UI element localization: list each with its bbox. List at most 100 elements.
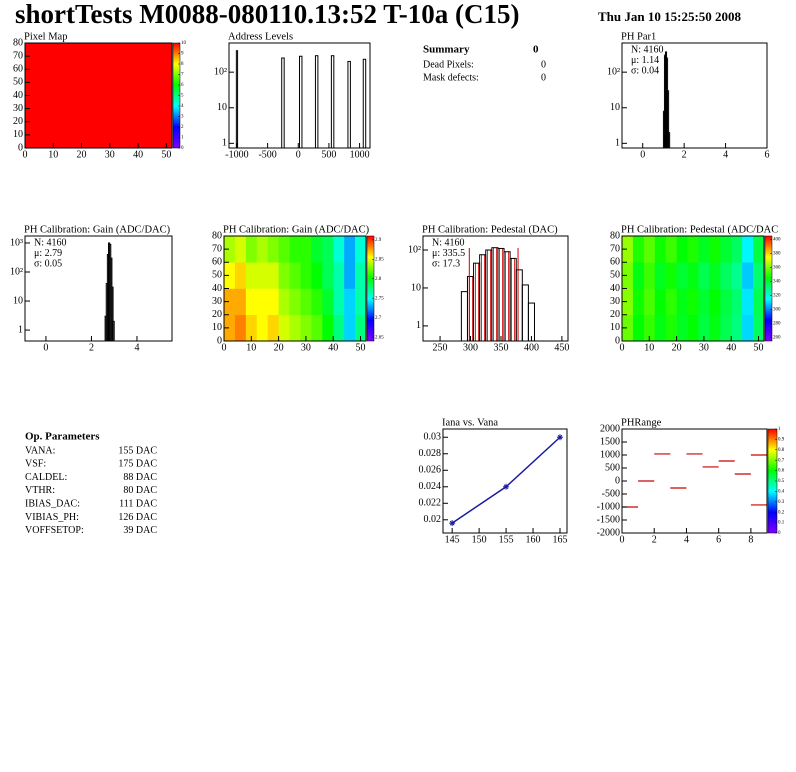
z-tick-label: 7 (181, 73, 184, 78)
panel: Iana vs. Vana 145 150 155 160 165 0.02 0.022 0.0… (419, 417, 568, 545)
x-tick-label: 6 (716, 534, 721, 545)
frame (442, 428, 568, 534)
heatmap-cell (300, 314, 312, 342)
z-tick-label: 0.7 (778, 458, 785, 463)
z-tick-label: 0.9 (778, 438, 785, 443)
x-tick-label: 0 (296, 149, 301, 160)
x-tick-label: 20 (77, 149, 87, 160)
heatmap-cell (654, 288, 666, 316)
param-value: 126 DAC (118, 512, 157, 523)
x-tick-label: 2 (89, 342, 94, 353)
heatmap-cell (632, 262, 645, 289)
heatmap-cell (676, 288, 688, 316)
x-tick-label: 20 (274, 342, 284, 353)
stats-text: μ: 1.14 (631, 55, 659, 66)
x-tick-label: 0 (43, 342, 48, 353)
x-tick-label: 10 (246, 342, 256, 353)
heatmap-cell (333, 314, 345, 342)
heatmap-cell (333, 262, 345, 289)
z-tick-label: 6 (181, 83, 184, 88)
marker (503, 483, 510, 490)
y-tick-label: 40 (610, 283, 620, 294)
x-tick-label: 0 (23, 149, 28, 160)
z-tick-label: 2.9 (375, 238, 382, 243)
x-tick-label: 40 (133, 149, 143, 160)
page-title: shortTests M0088-080110.13:52 T-10a (C15… (15, 0, 520, 29)
heatmap-cell (622, 236, 634, 263)
heatmap-cell (234, 262, 247, 289)
panel-title: Iana vs. Vana (442, 417, 498, 428)
x-tick-label: 350 (493, 342, 508, 353)
y-tick-label: 30 (13, 103, 23, 114)
x-tick-label: 165 (552, 534, 567, 545)
x-tick-label: 2 (652, 534, 657, 545)
y-tick-label: 2000 (600, 423, 620, 434)
x-tick-label: -500 (258, 149, 276, 160)
heatmap-cell (333, 236, 345, 263)
y-tick-label: 60 (13, 64, 23, 75)
histogram-bin (473, 262, 481, 342)
heatmap-cell (742, 288, 754, 316)
marker (449, 520, 456, 527)
heatmap-cell (289, 236, 301, 263)
z-tick-label: 2.65 (375, 335, 384, 340)
panel: Address Levels -1000 -500 0 500 1000 1 10 10² (214, 31, 371, 160)
y-tick-label: 0.02 (424, 514, 442, 525)
heatmap-cell (709, 314, 721, 342)
y-tick-label: 20 (610, 309, 620, 320)
frame (228, 42, 371, 149)
stats-text: N: 4160 (631, 44, 664, 55)
y-tick-label: 50 (13, 77, 23, 88)
heatmap-cell (687, 314, 699, 342)
heatmap-cell (234, 288, 247, 316)
heatmap-cell (256, 236, 268, 263)
frame (422, 235, 569, 342)
heatmap-cell (245, 236, 258, 263)
param-value: 80 DAC (123, 485, 157, 496)
heatmap-cell (300, 288, 312, 316)
heatmap-cell (742, 236, 754, 263)
y-tick-label: 0 (217, 335, 222, 346)
param-name: VANA: (25, 445, 55, 456)
z-tick-label: 8 (181, 62, 184, 67)
summary-value: 0 (533, 44, 539, 56)
x-tick-label: 40 (726, 342, 736, 353)
heatmap-cell (731, 236, 743, 263)
stats-text: μ: 335.5 (432, 248, 465, 259)
heatmap-cell (267, 236, 279, 263)
heatmap-cell (654, 236, 666, 263)
y-tick-label: 1 (18, 324, 23, 335)
z-tick-label: 2 (181, 125, 184, 130)
z-tick-label: 0.5 (778, 479, 785, 484)
z-tick-label: 0.3 (778, 500, 785, 505)
z-tick-label: 1 (181, 136, 184, 141)
y-tick-label: 60 (610, 257, 620, 268)
y-tick-label: 70 (610, 243, 620, 254)
heatmap-cell (278, 236, 290, 263)
heatmap-cell (234, 314, 247, 342)
histogram-bin (479, 254, 487, 342)
heatmap-cell (622, 288, 634, 316)
param-value: 88 DAC (123, 472, 157, 483)
summary-label: Dead Pixels: (423, 59, 474, 70)
z-tick-label: 0.1 (778, 521, 785, 526)
z-tick-label: 2.75 (375, 296, 384, 301)
param-name: IBIAS_DAC: (25, 498, 80, 509)
histogram-bin (466, 276, 475, 342)
summary-label: Mask defects: (423, 72, 479, 83)
x-tick-label: 50 (754, 342, 764, 353)
heatmap-cell (322, 236, 334, 263)
y-tick-label: -2000 (597, 527, 620, 538)
heatmap-cell (234, 236, 247, 263)
y-tick-label: 10 (610, 322, 620, 333)
x-tick-label: 400 (524, 342, 539, 353)
heatmap-cell (742, 262, 754, 289)
param-name: CALDEL: (25, 472, 67, 483)
panel: PH Calibration: Gain (ADC/DAC) 0 2 4 1 10 10² 1… (10, 224, 173, 353)
y-tick-label: 20 (13, 116, 23, 127)
heatmap-cell (278, 314, 290, 342)
heatmap-cell (355, 314, 367, 342)
heatmap-cell (698, 262, 710, 289)
panel-title: PH Par1 (621, 31, 656, 42)
